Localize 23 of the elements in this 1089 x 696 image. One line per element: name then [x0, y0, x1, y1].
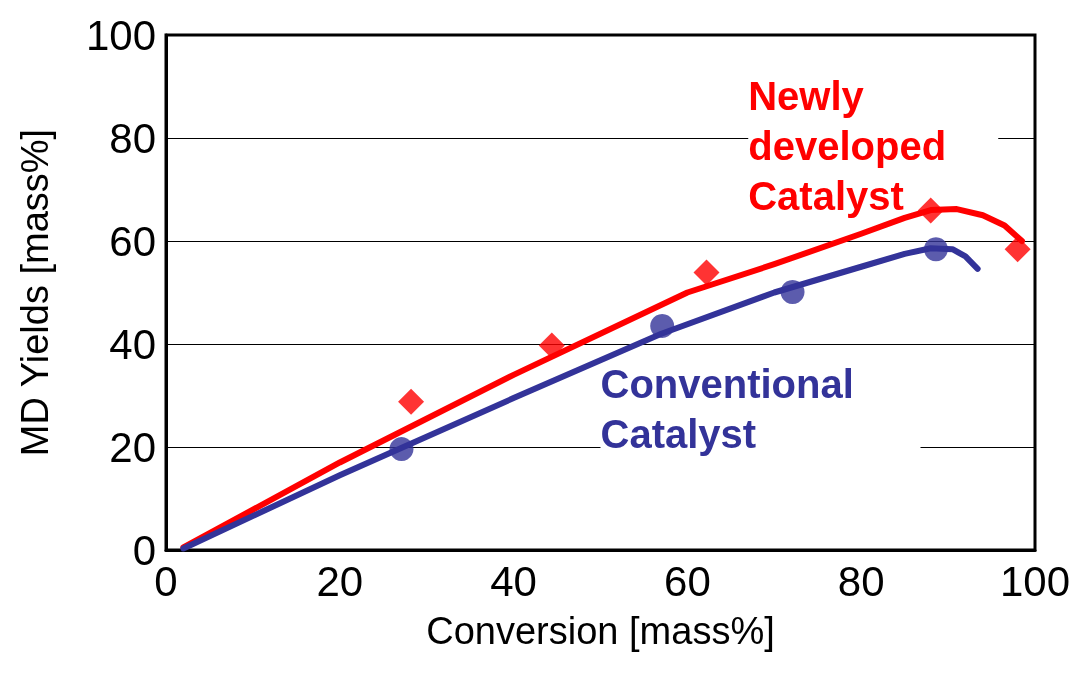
- y-tick-label: 80: [109, 114, 156, 162]
- point: [917, 197, 944, 224]
- x-tick-label: 20: [316, 557, 364, 605]
- y-axis-title: MD Yields [mass%]: [14, 128, 56, 457]
- x-tick-label: 60: [664, 557, 711, 605]
- point: [1004, 236, 1031, 263]
- y-tick-label: 0: [132, 526, 156, 574]
- y-tick-label: 100: [85, 11, 156, 59]
- x-tick-label: 100: [999, 557, 1071, 605]
- y-tick-label: 20: [109, 423, 156, 471]
- x-axis-title: Conversion [mass%]: [426, 610, 775, 652]
- x-tick-label: 80: [837, 557, 885, 605]
- x-tick-label: 40: [490, 557, 537, 605]
- point: [650, 313, 675, 338]
- point: [780, 279, 805, 304]
- point: [923, 237, 948, 262]
- y-tick-label: 40: [109, 320, 156, 368]
- series-label: Newly developed Catalyst: [748, 74, 958, 219]
- y-tick-label: 60: [109, 217, 156, 265]
- point: [389, 437, 414, 462]
- point: [398, 388, 425, 415]
- series-label: Conventional Catalyst: [600, 362, 865, 457]
- point: [693, 259, 720, 286]
